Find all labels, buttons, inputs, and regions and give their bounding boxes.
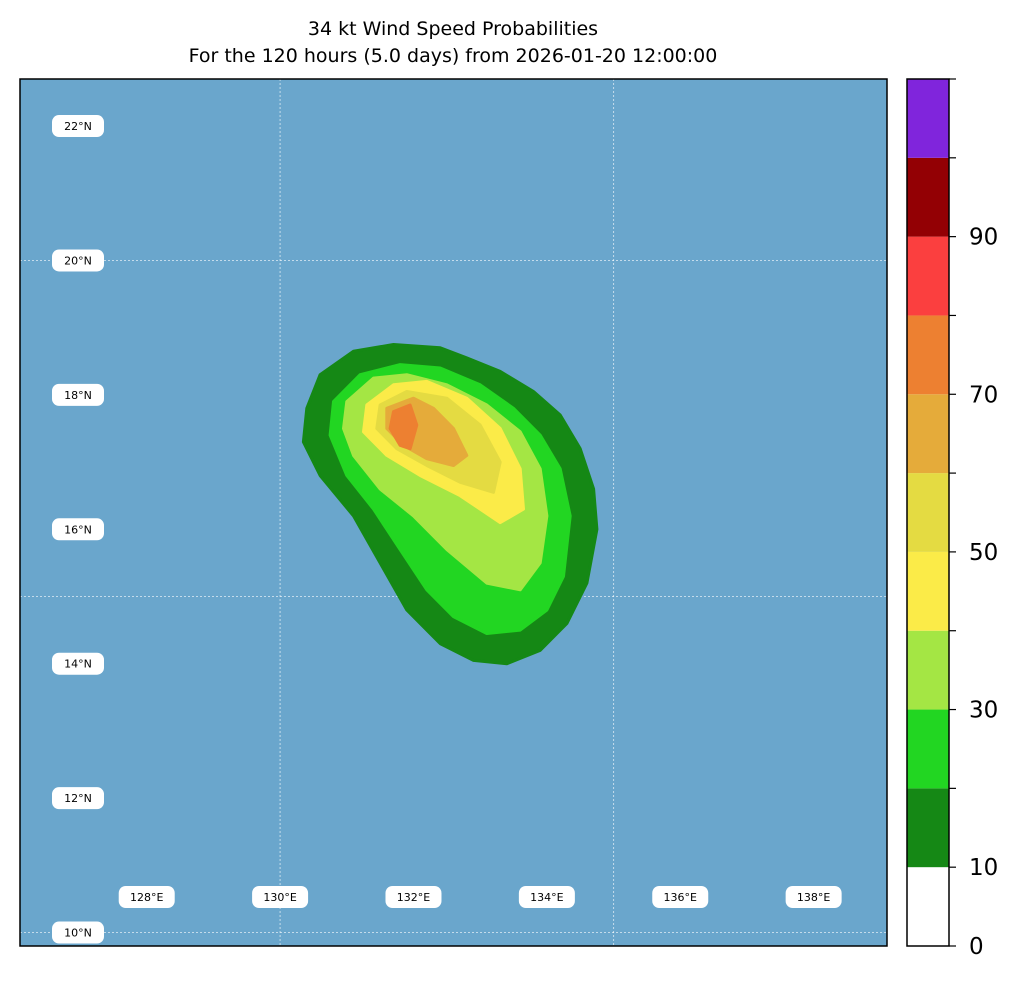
colorbar-segment-60 [907,394,949,474]
lon-label-132: 132°E [385,886,442,908]
lon-label-128: 128°E [118,886,175,908]
colorbar-segment-90 [907,157,949,237]
colorbar-tick-label-30: 30 [969,698,998,724]
colorbar-segment-10 [907,788,949,868]
lat-label-text: 12°N [64,792,92,805]
lat-label-20: 20°N [52,249,104,272]
lon-label-text: 138°E [797,891,830,904]
lon-label-box [518,886,575,908]
lon-label-box [785,886,842,908]
lon-label-text: 128°E [130,891,163,904]
lat-label-10: 10°N [52,921,104,944]
lon-label-box [652,886,709,908]
lat-label-16: 16°N [52,518,104,541]
colorbar-segment-40 [907,551,949,631]
colorbar-tick-label-0: 0 [969,934,984,960]
colorbar-segment-0 [907,867,949,946]
lon-label-134: 134°E [518,886,575,908]
lon-label-138: 138°E [785,886,842,908]
lat-label-text: 22°N [64,120,92,133]
colorbar-border [906,78,950,947]
lon-label-box [118,886,175,908]
lat-label-box [52,921,104,944]
map-border [19,78,888,947]
colorbar-segment-30 [907,630,949,710]
colorbar-tick-label-10: 10 [969,855,998,881]
lat-label-text: 10°N [64,927,92,940]
colorbar-tick-label-70: 70 [969,382,998,408]
lat-label-12: 12°N [52,787,104,810]
lon-label-box [252,886,309,908]
colorbar-tick-label-50: 50 [969,540,998,566]
lon-label-text: 134°E [530,891,563,904]
probability-contour-70 [388,403,419,451]
chart-title: 34 kt Wind Speed Probabilities [307,18,599,40]
lat-label-box [52,383,104,406]
lat-label-18: 18°N [52,383,104,406]
lat-label-box [52,518,104,541]
lat-label-box [52,249,104,272]
colorbar-segment-20 [907,709,949,789]
lat-label-box [52,652,104,675]
colorbar-segment-100 [907,79,949,158]
lon-label-text: 130°E [263,891,296,904]
lat-label-text: 18°N [64,389,92,402]
lon-label-136: 136°E [652,886,709,908]
lat-label-text: 16°N [64,523,92,536]
colorbar-segment-80 [907,236,949,316]
lat-label-text: 14°N [64,658,92,671]
lon-label-text: 132°E [397,891,430,904]
colorbar-segment-50 [907,473,949,552]
colorbar-tick-label-90: 90 [969,225,998,251]
colorbar-segment-70 [907,315,949,395]
lat-label-box [52,787,104,810]
chart-subtitle: For the 120 hours (5.0 days) from 2026-0… [188,45,718,67]
lat-label-text: 20°N [64,254,92,267]
lat-label-22: 22°N [52,115,104,138]
lon-label-box [385,886,442,908]
lat-label-14: 14°N [52,652,104,675]
lat-label-box [52,115,104,138]
lon-label-130: 130°E [252,886,309,908]
lon-label-text: 136°E [664,891,697,904]
